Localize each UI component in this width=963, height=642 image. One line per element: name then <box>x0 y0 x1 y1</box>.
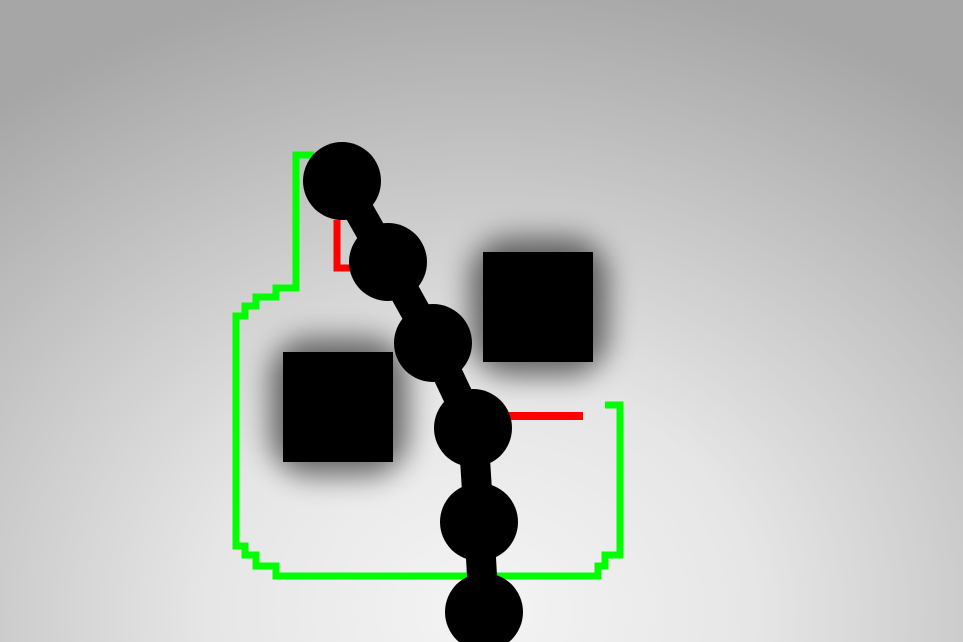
chain-joint-6[interactable] <box>445 573 523 642</box>
chain-joint-5[interactable] <box>440 483 518 561</box>
green-boundary-outline <box>232 151 624 580</box>
red-target-segment <box>333 220 350 272</box>
chain-joint-4[interactable] <box>434 389 512 467</box>
black-square-obstacle <box>283 352 393 462</box>
chain-joint-2[interactable] <box>349 223 427 301</box>
chain-joint-3[interactable] <box>394 304 472 382</box>
chain-joint-1[interactable] <box>303 142 381 220</box>
black-square-obstacle <box>483 252 593 362</box>
